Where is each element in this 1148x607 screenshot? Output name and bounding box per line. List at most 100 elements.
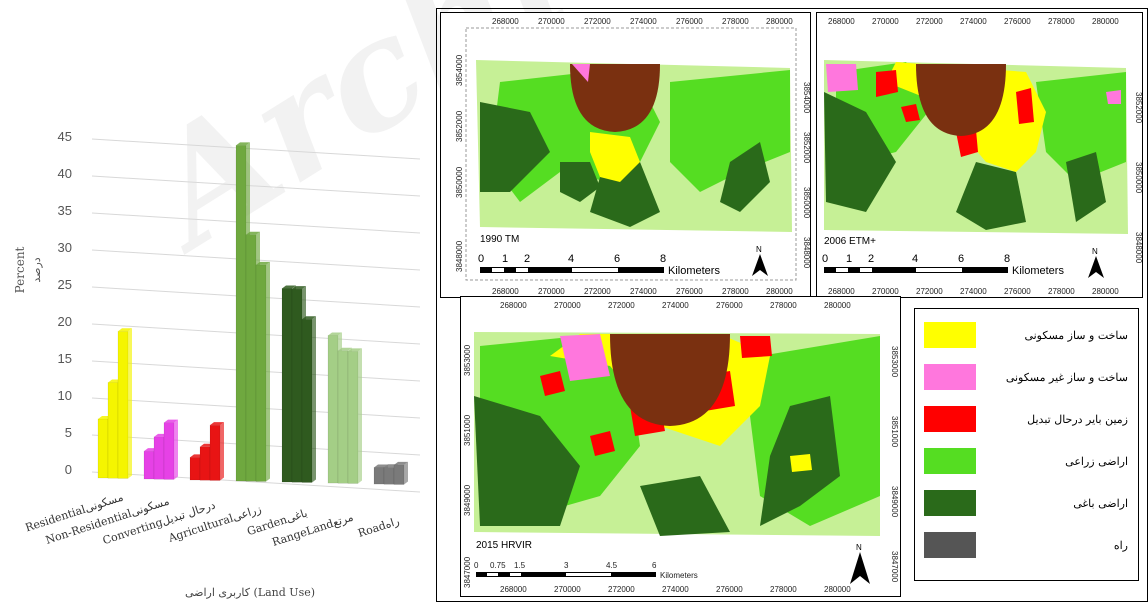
bar-side — [128, 328, 132, 479]
bar-top — [374, 464, 388, 468]
bar — [209, 424, 221, 481]
bar — [199, 446, 211, 481]
bar — [143, 450, 155, 480]
x-tick: 276000 — [1004, 287, 1031, 296]
legend-label: راه — [1114, 539, 1128, 552]
scale-tick: 4.5 — [606, 561, 618, 570]
y-tick-right: 3848000 — [1134, 232, 1143, 264]
x-tick: 270000 — [538, 287, 565, 296]
bar — [373, 467, 385, 485]
scale-tick: 0 — [474, 561, 479, 570]
y-tick-label: 35 — [58, 203, 72, 218]
scale-tick: 0 — [478, 253, 484, 265]
x-tick: 278000 — [722, 287, 749, 296]
bar — [235, 145, 247, 482]
bar — [189, 457, 201, 481]
x-tick: 280000 — [1092, 287, 1119, 296]
bar — [255, 264, 267, 482]
land-use-map — [824, 60, 1128, 234]
svg-text:N: N — [756, 245, 762, 254]
x-tick: 272000 — [608, 585, 635, 594]
bar-top — [394, 461, 408, 465]
scale-unit: Kilometers — [660, 571, 698, 580]
scale-bar: 0 1 2 4 6 8 Kilometers — [822, 253, 1064, 277]
x-tick: 276000 — [676, 287, 703, 296]
bar — [393, 464, 405, 485]
bar-side — [358, 348, 362, 484]
y-tick-label: 20 — [58, 314, 72, 329]
bar-top — [210, 422, 224, 426]
legend-swatch — [924, 532, 976, 558]
svg-text:N: N — [856, 543, 862, 552]
gridline — [91, 138, 421, 160]
bars — [97, 142, 408, 485]
north-arrow-icon: N — [850, 543, 870, 584]
x-tick: 276000 — [1004, 17, 1031, 26]
scale-unit: Kilometers — [1012, 265, 1064, 277]
map-2006: 268000 270000 272000 274000 276000 27800… — [816, 12, 1143, 298]
x-tick: 270000 — [872, 17, 899, 26]
bar-top — [256, 261, 270, 265]
neatline — [465, 27, 797, 281]
y-tick-right: 3851000 — [890, 416, 899, 448]
legend-swatch — [924, 406, 976, 432]
x-axis-label: کاربری اراضی (Land Use) — [185, 586, 315, 599]
legend-label: اراضی باغی — [1073, 497, 1128, 510]
bar — [347, 351, 359, 484]
y-tick-right: 3848000 — [802, 237, 811, 269]
scale-tick: 0 — [822, 253, 828, 265]
x-tick: 268000 — [500, 301, 527, 310]
bar — [107, 382, 119, 479]
bar-top — [292, 286, 306, 290]
map-label: 1990 TM — [480, 234, 519, 245]
scale-tick: 4 — [568, 253, 574, 265]
bar-top — [236, 142, 250, 146]
y-tick-right: 3853000 — [890, 346, 899, 378]
x-tick: 280000 — [824, 585, 851, 594]
x-tick: 274000 — [630, 17, 657, 26]
scale-tick: 0.75 — [490, 561, 506, 570]
y-tick-right: 3854000 — [802, 82, 811, 114]
x-tick: 270000 — [554, 301, 581, 310]
x-tick: 268000 — [492, 17, 519, 26]
scale-tick: 8 — [1004, 253, 1010, 265]
x-tick: 278000 — [1048, 17, 1075, 26]
bar-top — [302, 316, 316, 320]
north-arrow-icon: N — [1088, 247, 1104, 278]
bar-side — [312, 316, 316, 483]
bar — [281, 288, 293, 483]
bar — [163, 422, 175, 480]
x-tick: 280000 — [1092, 17, 1119, 26]
map-2015: 268000 270000 272000 274000 276000 27800… — [460, 296, 901, 597]
y-tick-right: 3850000 — [802, 187, 811, 219]
y-tick-label: 15 — [58, 351, 72, 366]
x-tick: 278000 — [1048, 287, 1075, 296]
scale-tick: 1 — [502, 253, 508, 265]
bar-top — [338, 347, 352, 351]
legend-label: ساخت و ساز غیر مسکونی — [1006, 371, 1128, 384]
y-tick-right: 3852000 — [1134, 92, 1143, 124]
legend-swatch — [924, 448, 976, 474]
bar — [301, 318, 313, 483]
bar — [245, 234, 257, 482]
scale-tick: 3 — [564, 561, 569, 570]
y-tick: 3850000 — [455, 166, 464, 198]
y-tick: 3851000 — [463, 414, 472, 446]
x-tick: 272000 — [584, 287, 611, 296]
y-tick-label: 40 — [58, 166, 72, 181]
bar — [337, 350, 349, 484]
gridline — [91, 212, 421, 234]
x-tick: 270000 — [872, 287, 899, 296]
bar — [117, 331, 129, 479]
x-tick: 272000 — [608, 301, 635, 310]
x-tick: 280000 — [824, 301, 851, 310]
map-label: 2006 ETM+ — [824, 236, 876, 247]
bar-side — [266, 261, 270, 482]
bar-top — [328, 332, 342, 336]
gridline — [91, 175, 421, 197]
y-tick-label: 30 — [58, 240, 72, 255]
bar-top — [118, 328, 132, 332]
map-legend: ساخت و ساز مسکونی ساخت و ساز غیر مسکونی زم… — [914, 308, 1139, 581]
map-1990: 268000 270000 272000 274000 276000 27800… — [440, 12, 811, 298]
scale-tick: 1 — [846, 253, 852, 265]
